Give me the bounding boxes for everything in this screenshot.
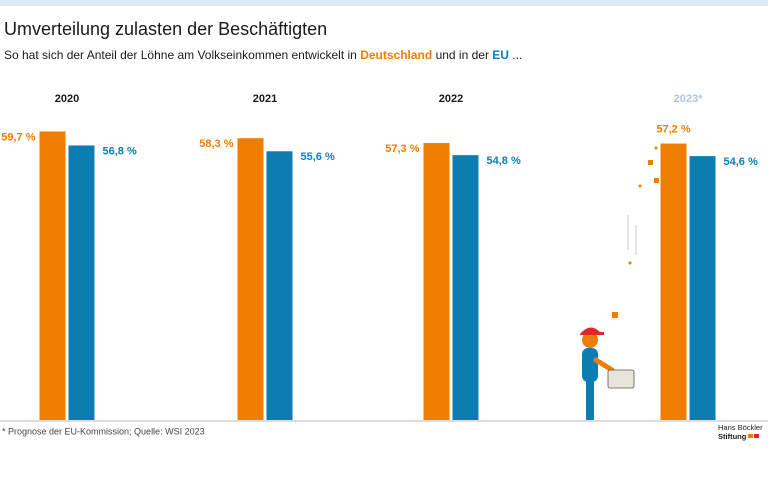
footnote: * Prognose der EU-Kommission; Quelle: WS… bbox=[2, 426, 205, 436]
bar bbox=[660, 143, 687, 421]
subtitle-text: ... bbox=[512, 48, 522, 62]
value-label: 55,6 % bbox=[301, 151, 335, 163]
logo-mark bbox=[754, 434, 759, 438]
subtitle: So hat sich der Anteil der Löhne am Volk… bbox=[4, 48, 522, 62]
x-tick-label: 2022 bbox=[439, 93, 463, 105]
logo-text: Hans Böckler bbox=[718, 423, 763, 432]
x-tick-label: 2021 bbox=[253, 93, 277, 105]
value-label: 59,7 % bbox=[1, 131, 35, 143]
bar bbox=[423, 143, 450, 421]
legend-entry: EU bbox=[492, 48, 509, 62]
bar bbox=[689, 156, 716, 420]
value-label: 57,3 % bbox=[385, 143, 419, 155]
value-label: 57,2 % bbox=[656, 123, 690, 135]
value-label: 56,8 % bbox=[103, 145, 137, 157]
subtitle-text: So hat sich der Anteil der Löhne am Volk… bbox=[4, 48, 357, 62]
bar bbox=[266, 151, 293, 420]
bar bbox=[237, 138, 264, 420]
bar bbox=[68, 145, 95, 420]
x-tick-label: 2023* bbox=[674, 93, 703, 105]
logo-mark bbox=[748, 434, 753, 438]
x-tick-label: 2020 bbox=[55, 93, 79, 105]
value-label: 54,6 % bbox=[724, 156, 758, 168]
worker-illustration bbox=[580, 146, 659, 420]
legend-entry: Deutschland bbox=[360, 48, 432, 62]
chart-title: Umverteilung zulasten der Beschäftigten bbox=[4, 19, 327, 39]
bar bbox=[452, 155, 479, 420]
bar bbox=[39, 131, 66, 420]
value-label: 58,3 % bbox=[199, 138, 233, 150]
subtitle-text: und in der bbox=[436, 48, 489, 62]
value-label: 54,8 % bbox=[487, 155, 521, 167]
logo-text: Stiftung bbox=[718, 432, 747, 441]
top-strip bbox=[0, 0, 768, 6]
